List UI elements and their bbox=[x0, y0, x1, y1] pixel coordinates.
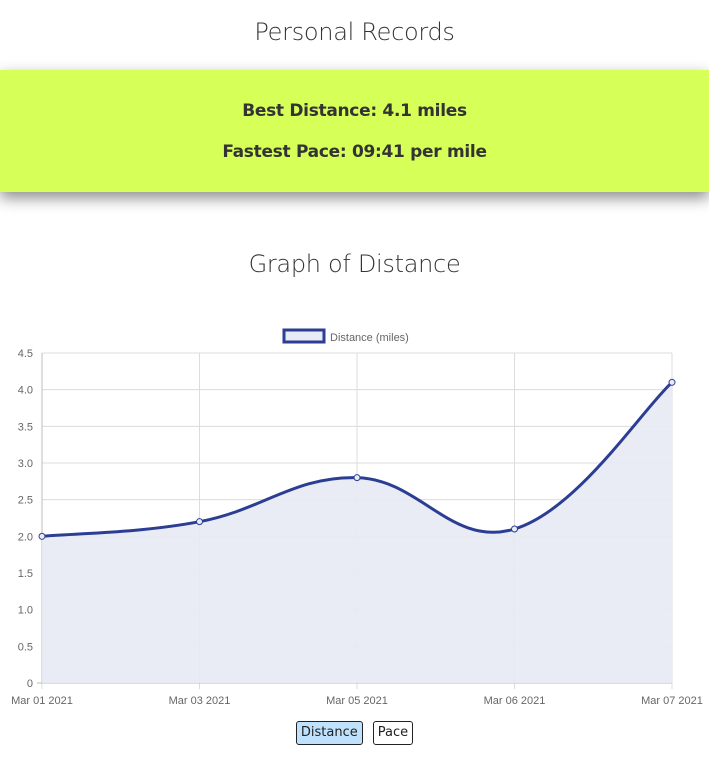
graph-title: Graph of Distance bbox=[248, 250, 461, 278]
distance-chart: 0 0.5 1.0 1.5 2.0 2.5 3.0 3.5 4.0 4.5 Mar 01 2021 M… bbox=[11, 328, 703, 707]
x-tick-label: Mar 07 2021 bbox=[641, 695, 703, 707]
y-tick-label: 1.5 bbox=[18, 568, 33, 580]
y-tick-label: 1.0 bbox=[18, 605, 33, 617]
y-tick-label: 4.5 bbox=[18, 348, 33, 360]
y-tick-label: 3.0 bbox=[18, 458, 33, 470]
page-title: Personal Records bbox=[254, 18, 455, 46]
personal-records-card: Best Distance: 4.1 miles Fastest Pace: 0… bbox=[0, 70, 709, 192]
data-point bbox=[38, 532, 46, 540]
y-tick-label: 4.0 bbox=[18, 385, 33, 397]
y-tick-label: 2.0 bbox=[18, 531, 33, 543]
y-tick-label: 2.5 bbox=[18, 495, 33, 507]
data-point bbox=[511, 525, 518, 533]
legend-swatch bbox=[282, 328, 326, 344]
x-tick-label: Mar 05 2021 bbox=[326, 695, 388, 707]
y-tick-label: 0.5 bbox=[18, 641, 33, 653]
distance-series-line bbox=[41, 381, 674, 538]
fastest-pace-text: Fastest Pace: 09:41 per mile bbox=[222, 142, 487, 162]
data-point bbox=[196, 518, 203, 526]
chart-toggle-group: Distance Pace bbox=[0, 721, 709, 745]
y-tick-label: 0 bbox=[27, 678, 33, 690]
best-distance-text: Best Distance: 4.1 miles bbox=[242, 101, 467, 121]
pace-toggle-button[interactable]: Pace bbox=[372, 721, 414, 745]
data-point bbox=[353, 474, 361, 482]
x-tick-label: Mar 01 2021 bbox=[11, 695, 73, 707]
distance-toggle-button[interactable]: Distance bbox=[295, 721, 363, 745]
x-tick-label: Mar 03 2021 bbox=[169, 695, 231, 707]
legend-label: Distance (miles) bbox=[330, 332, 409, 344]
y-tick-label: 3.5 bbox=[18, 421, 33, 433]
data-point bbox=[668, 378, 676, 386]
x-tick-label: Mar 06 2021 bbox=[484, 695, 546, 707]
distance-area-fill bbox=[42, 382, 672, 683]
